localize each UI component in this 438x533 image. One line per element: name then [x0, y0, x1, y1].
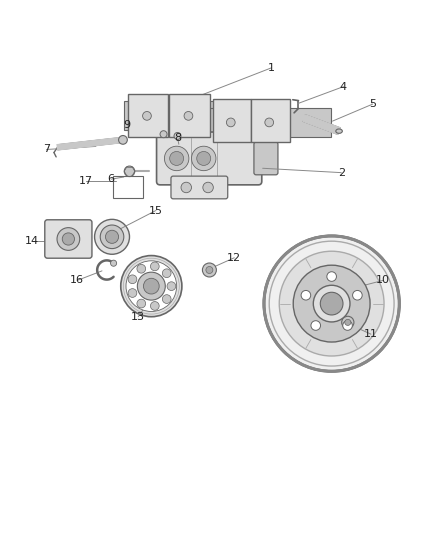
Circle shape — [197, 151, 211, 165]
Text: 1: 1 — [268, 63, 275, 73]
Circle shape — [311, 321, 321, 330]
Text: 11: 11 — [364, 329, 378, 339]
Text: 5: 5 — [369, 99, 376, 109]
Circle shape — [191, 146, 216, 171]
Text: 8: 8 — [174, 133, 181, 143]
Circle shape — [264, 236, 399, 372]
Circle shape — [226, 118, 235, 127]
FancyBboxPatch shape — [213, 99, 251, 142]
Circle shape — [320, 292, 343, 315]
Circle shape — [206, 266, 213, 273]
Circle shape — [342, 316, 354, 328]
Circle shape — [137, 264, 146, 273]
Circle shape — [144, 278, 159, 294]
Text: 10: 10 — [376, 276, 390, 286]
Text: 7: 7 — [43, 144, 50, 155]
Circle shape — [167, 282, 176, 290]
Text: 17: 17 — [79, 176, 93, 187]
Circle shape — [126, 261, 177, 311]
Circle shape — [345, 319, 351, 326]
Text: 16: 16 — [70, 276, 84, 286]
Circle shape — [110, 260, 117, 266]
Circle shape — [279, 251, 384, 356]
Circle shape — [150, 302, 159, 310]
Circle shape — [137, 299, 146, 308]
FancyBboxPatch shape — [251, 99, 290, 142]
Circle shape — [62, 233, 74, 245]
Circle shape — [121, 256, 182, 317]
FancyBboxPatch shape — [156, 132, 262, 185]
Circle shape — [162, 295, 171, 303]
Circle shape — [327, 272, 336, 281]
Circle shape — [160, 131, 167, 138]
Text: 4: 4 — [340, 82, 347, 92]
Polygon shape — [303, 115, 340, 134]
Text: 12: 12 — [227, 253, 241, 263]
Circle shape — [143, 111, 151, 120]
Circle shape — [202, 263, 216, 277]
Text: 15: 15 — [148, 206, 162, 216]
FancyBboxPatch shape — [128, 94, 168, 138]
Circle shape — [119, 135, 127, 144]
Text: 6: 6 — [108, 174, 115, 184]
Circle shape — [293, 265, 370, 342]
FancyBboxPatch shape — [45, 220, 92, 258]
Circle shape — [184, 111, 193, 120]
Circle shape — [343, 321, 352, 330]
Circle shape — [174, 133, 181, 140]
Circle shape — [203, 182, 213, 193]
FancyBboxPatch shape — [254, 142, 278, 175]
FancyBboxPatch shape — [169, 94, 210, 138]
Circle shape — [313, 285, 350, 322]
Circle shape — [138, 272, 165, 300]
Polygon shape — [57, 138, 123, 150]
Circle shape — [124, 166, 135, 176]
Circle shape — [170, 151, 184, 165]
Circle shape — [128, 275, 137, 284]
Text: 14: 14 — [25, 236, 39, 246]
Circle shape — [181, 182, 191, 193]
Circle shape — [162, 269, 171, 278]
Circle shape — [95, 220, 130, 254]
FancyBboxPatch shape — [171, 176, 228, 199]
Ellipse shape — [336, 129, 343, 133]
Circle shape — [150, 262, 159, 271]
Circle shape — [128, 289, 137, 297]
Text: 9: 9 — [124, 119, 131, 130]
FancyBboxPatch shape — [124, 101, 255, 130]
Circle shape — [106, 230, 119, 244]
Circle shape — [57, 228, 80, 251]
Circle shape — [100, 225, 124, 248]
Circle shape — [301, 290, 311, 300]
Circle shape — [164, 146, 189, 171]
Circle shape — [353, 290, 362, 300]
FancyBboxPatch shape — [210, 108, 331, 137]
Text: 2: 2 — [338, 168, 345, 177]
Text: 13: 13 — [131, 312, 145, 322]
Circle shape — [265, 118, 274, 127]
